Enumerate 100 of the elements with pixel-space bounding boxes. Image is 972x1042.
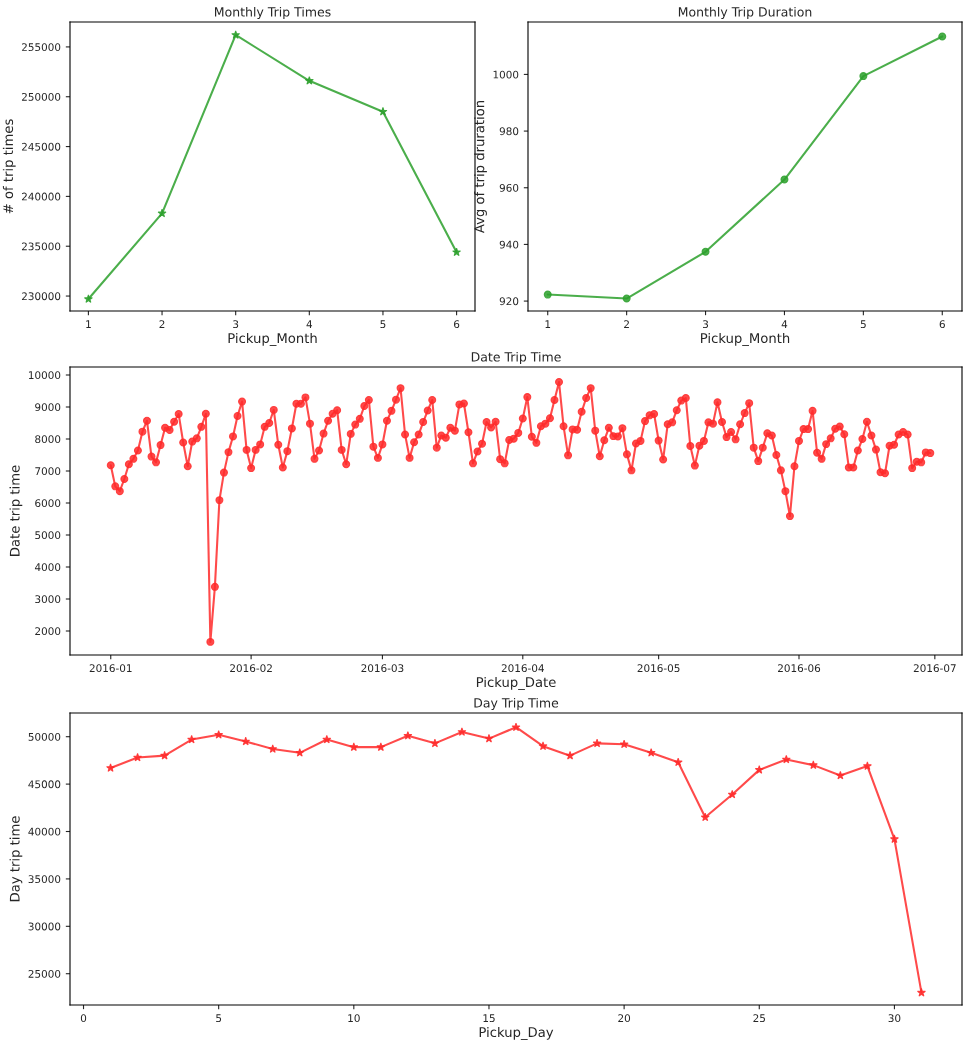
point xyxy=(268,744,278,753)
y-tick-label: 6000 xyxy=(35,499,61,508)
y-tick-label: 230000 xyxy=(21,292,61,301)
point xyxy=(808,760,818,770)
x-tick-label: 2016-07 xyxy=(913,664,956,673)
point xyxy=(592,738,602,748)
point xyxy=(241,736,251,746)
point xyxy=(511,722,521,732)
chart-title: Date Trip Time xyxy=(471,351,561,365)
point xyxy=(231,30,241,39)
y-tick-label: 920 xyxy=(499,297,519,306)
y-tick-label: 8000 xyxy=(35,435,61,444)
x-tick-label: 2016-06 xyxy=(778,664,821,673)
y-tick-label: 35000 xyxy=(28,875,61,884)
y-tick-label: 235000 xyxy=(21,242,61,251)
y-tick-label: 30000 xyxy=(28,922,61,931)
x-tick-label: 1 xyxy=(86,320,91,328)
x-tick-label: 2016-03 xyxy=(361,664,404,673)
point xyxy=(157,208,167,218)
x-tick-label: 4 xyxy=(306,320,313,328)
y-tick-label: 940 xyxy=(499,240,519,249)
x-tick-label: 10 xyxy=(348,1014,360,1023)
point xyxy=(295,748,305,757)
point xyxy=(430,738,440,748)
x-tick-label: 3 xyxy=(703,320,709,329)
y-tick-label: 45000 xyxy=(28,780,61,789)
y-axis-title: Date trip time xyxy=(9,465,23,556)
y-tick-label: 3000 xyxy=(35,595,61,604)
point xyxy=(619,739,629,749)
point xyxy=(862,761,872,770)
point xyxy=(378,107,388,116)
point xyxy=(452,247,462,257)
x-tick-label: 2016-02 xyxy=(230,664,272,673)
x-tick-label: 2016-04 xyxy=(501,664,544,673)
x-tick-label: 1 xyxy=(545,320,551,328)
y-tick-label: 2000 xyxy=(35,627,61,636)
point xyxy=(322,734,332,744)
y-tick-label: 5000 xyxy=(35,531,61,540)
x-tick-label: 4 xyxy=(781,320,788,328)
point xyxy=(160,750,170,760)
x-axis-title: Pickup_Month xyxy=(228,332,317,347)
chart-title: Day Trip Time xyxy=(474,697,559,711)
point xyxy=(754,765,764,774)
y-tick-label: 10000 xyxy=(28,371,61,380)
point xyxy=(484,733,494,743)
x-tick-label: 3 xyxy=(233,320,239,329)
y-tick-label: 1000 xyxy=(493,70,519,79)
y-tick-label: 240000 xyxy=(21,192,61,201)
point xyxy=(673,757,683,767)
point xyxy=(701,247,710,256)
point xyxy=(133,752,143,762)
chart-title: Monthly Trip Times xyxy=(215,6,331,20)
y-tick-label: 40000 xyxy=(28,827,61,836)
point xyxy=(83,294,93,303)
x-tick-label: 5 xyxy=(380,320,386,329)
point xyxy=(304,76,314,85)
y-axis-title: Avg of trip druration xyxy=(474,100,487,234)
point xyxy=(835,770,845,780)
point xyxy=(622,294,631,303)
point xyxy=(565,750,575,760)
point xyxy=(538,741,548,751)
y-tick-label: 9000 xyxy=(35,403,61,412)
x-tick-label: 5 xyxy=(216,1014,222,1023)
point xyxy=(916,987,926,997)
x-tick-label: 2016-01 xyxy=(89,664,132,673)
x-tick-label: 5 xyxy=(860,320,866,329)
x-tick-label: 30 xyxy=(888,1014,901,1023)
y-axis-title: Day trip time xyxy=(9,816,23,902)
point xyxy=(727,789,737,799)
point xyxy=(543,290,552,299)
y-tick-label: 4000 xyxy=(34,563,61,572)
y-tick-label: 245000 xyxy=(21,142,61,151)
x-tick-label: 6 xyxy=(939,320,945,329)
y-tick-label: 250000 xyxy=(21,92,61,101)
y-tick-label: 7000 xyxy=(35,467,61,476)
x-axis-title: Pickup_Month xyxy=(701,332,790,347)
y-tick-label: 25000 xyxy=(28,969,61,978)
x-tick-label: 0 xyxy=(80,1014,87,1023)
point xyxy=(781,754,791,764)
point xyxy=(780,175,789,184)
y-tick-label: 980 xyxy=(499,127,519,136)
point xyxy=(349,742,359,752)
x-tick-label: 25 xyxy=(753,1014,765,1023)
point xyxy=(859,72,868,81)
y-tick-label: 50000 xyxy=(28,732,61,741)
point xyxy=(646,748,656,757)
y-tick-label: 255000 xyxy=(21,43,61,52)
x-axis-title: Pickup_Date xyxy=(476,676,556,691)
x-tick-label: 20 xyxy=(618,1014,631,1023)
x-tick-label: 15 xyxy=(483,1014,495,1023)
point xyxy=(889,834,899,843)
point xyxy=(700,812,710,822)
point xyxy=(938,32,947,41)
x-tick-label: 2 xyxy=(624,320,629,328)
x-tick-label: 2 xyxy=(159,320,165,328)
y-axis-title: # of trip times xyxy=(2,119,16,214)
point xyxy=(187,734,197,744)
x-tick-label: 2016-05 xyxy=(637,664,680,673)
y-tick-label: 960 xyxy=(499,183,519,192)
point xyxy=(457,727,467,736)
